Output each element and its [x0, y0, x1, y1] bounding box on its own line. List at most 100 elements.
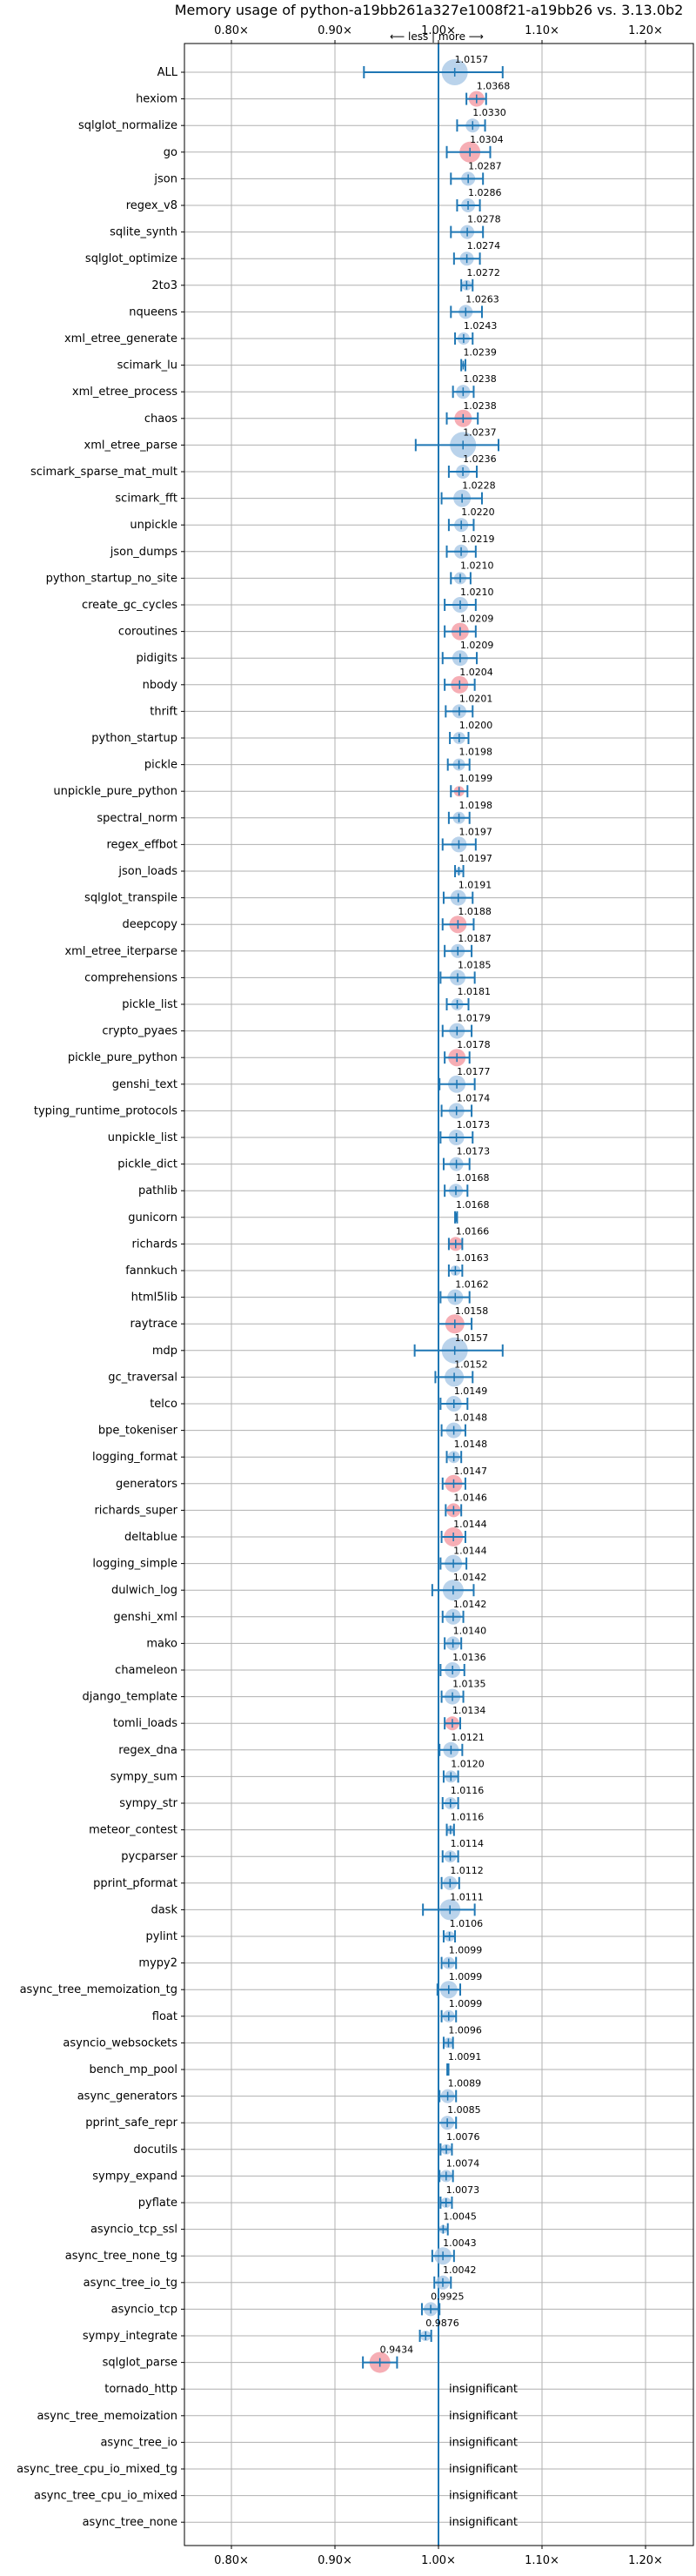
- data-label: 1.0368: [477, 81, 511, 92]
- data-label: 1.0278: [467, 214, 501, 225]
- y-tick-label: pyflate: [138, 2197, 177, 2210]
- data-label: 1.0199: [459, 773, 493, 784]
- y-tick-label: xml_etree_generate: [64, 332, 177, 345]
- data-label: 1.0177: [457, 1066, 491, 1077]
- y-tick-label: pathlib: [138, 1184, 177, 1197]
- y-tick-label: meteor_contest: [89, 1824, 177, 1837]
- y-tick-label: spectral_norm: [97, 812, 177, 825]
- data-label: 1.0096: [448, 2024, 482, 2036]
- y-tick-label: async_tree_cpu_io_mixed_tg: [17, 2463, 177, 2476]
- data-label: 1.0287: [468, 160, 502, 171]
- y-tick-label: coroutines: [118, 626, 177, 639]
- y-tick-label: sqlglot_transpile: [84, 892, 177, 905]
- data-label: 1.0181: [458, 986, 492, 997]
- y-tick-label: chaos: [144, 413, 177, 426]
- y-tick-label: logging_simple: [92, 1558, 177, 1571]
- data-label: 1.0236: [463, 453, 497, 465]
- data-label: 1.0162: [455, 1279, 489, 1291]
- data-label: 1.0045: [443, 2211, 476, 2223]
- data-label: 1.0274: [467, 240, 501, 252]
- y-tick-label: ALL: [157, 66, 178, 79]
- data-label: 1.0243: [464, 320, 498, 332]
- y-tick-label: 2to3: [151, 279, 177, 292]
- data-label: 1.0187: [458, 933, 492, 944]
- x-tick-label-top: 0.80×: [214, 24, 249, 37]
- y-tick-label: float: [152, 2010, 177, 2023]
- x-tick-label-bottom: 1.20×: [628, 2554, 663, 2567]
- data-label: 1.0106: [450, 1918, 484, 1929]
- x-tick-label-top: 1.00×: [421, 24, 456, 37]
- data-label: 1.0286: [468, 187, 502, 198]
- data-label: 1.0089: [448, 2078, 482, 2090]
- data-label: 1.0228: [462, 480, 496, 492]
- y-tick-label: asyncio_tcp_ssl: [90, 2224, 177, 2237]
- y-tick-label: mako: [146, 1637, 177, 1650]
- y-tick-label: comprehensions: [84, 971, 177, 984]
- data-label: 1.0168: [456, 1172, 490, 1184]
- y-tick-label: async_generators: [77, 2090, 178, 2103]
- y-tick-label: async_tree_memoization_tg: [20, 1983, 177, 1996]
- data-label: 1.0152: [454, 1358, 488, 1370]
- data-label: 1.0042: [443, 2264, 477, 2276]
- data-label: 1.0304: [470, 134, 504, 145]
- y-tick-label: unpickle: [130, 519, 177, 532]
- y-tick-label: pickle_list: [122, 998, 177, 1011]
- data-label: 1.0163: [455, 1252, 489, 1264]
- data-label: 1.0174: [457, 1092, 491, 1104]
- data-label: 1.0210: [460, 587, 494, 598]
- y-tick-label: json: [153, 172, 177, 185]
- data-label: 1.0120: [451, 1758, 485, 1769]
- y-tick-label: sympy_str: [119, 1797, 177, 1810]
- x-tick-label-top: 0.90×: [318, 24, 352, 37]
- y-tick-label: nbody: [143, 679, 178, 692]
- data-label: 1.0134: [452, 1705, 486, 1716]
- data-label: 1.0121: [451, 1732, 485, 1743]
- data-label: 1.0112: [450, 1865, 484, 1876]
- y-tick-label: pickle: [144, 759, 177, 772]
- y-tick-label: sympy_sum: [110, 1770, 177, 1783]
- y-tick-label: telco: [150, 1398, 177, 1411]
- y-tick-label: chameleon: [115, 1664, 177, 1677]
- data-label: 1.0197: [458, 826, 492, 837]
- data-label: 0.9434: [380, 2345, 414, 2356]
- y-tick-label: richards: [132, 1238, 178, 1251]
- y-tick-label: sqlglot_parse: [103, 2357, 177, 2370]
- y-tick-label: async_tree_none: [83, 2516, 177, 2529]
- data-label: 1.0238: [463, 373, 497, 385]
- plot-frame: [184, 43, 694, 2546]
- y-tick-label: gc_traversal: [108, 1371, 177, 1384]
- y-tick-label: raytrace: [130, 1318, 177, 1331]
- data-label: 0.9876: [425, 2318, 459, 2329]
- y-tick-label: docutils: [133, 2143, 177, 2157]
- data-label: 1.0168: [456, 1199, 490, 1211]
- chart-subtitle: ⟵ less | more ⟶: [390, 30, 484, 43]
- data-label: 1.0185: [458, 959, 492, 970]
- y-tick-label: pidigits: [137, 652, 178, 665]
- data-label: 1.0178: [457, 1039, 491, 1050]
- y-tick-label: pprint_safe_repr: [85, 2116, 177, 2130]
- y-tick-label: sqlglot_optimize: [85, 252, 177, 265]
- data-label: 1.0204: [459, 667, 493, 678]
- data-label: 1.0198: [459, 747, 493, 758]
- y-tick-label: python_startup: [91, 732, 177, 745]
- y-tick-label: scimark_lu: [117, 359, 177, 372]
- data-label: 1.0149: [454, 1385, 488, 1397]
- data-label: 1.0191: [458, 880, 492, 891]
- data-label: 1.0147: [453, 1466, 487, 1477]
- data-label: 1.0099: [449, 1998, 483, 2009]
- data-label: 1.0144: [453, 1519, 487, 1530]
- x-tick-label-bottom: 1.10×: [525, 2554, 559, 2567]
- insignificant-label: insignificant: [449, 2463, 518, 2476]
- data-label: 1.0136: [452, 1652, 486, 1663]
- data-label: 1.0237: [463, 426, 497, 438]
- y-tick-label: pickle_dict: [117, 1158, 177, 1171]
- y-tick-label: python_startup_no_site: [46, 572, 177, 585]
- chart-title: Memory usage of python-a19bb261a327e1008…: [175, 2, 684, 18]
- insignificant-label: insignificant: [449, 2383, 518, 2396]
- data-label: 1.0116: [451, 1785, 485, 1796]
- insignificant-label: insignificant: [449, 2436, 518, 2449]
- x-tick-label-bottom: 0.80×: [214, 2554, 249, 2567]
- y-tick-label: mypy2: [138, 1957, 177, 1970]
- y-tick-label: sympy_expand: [92, 2170, 177, 2183]
